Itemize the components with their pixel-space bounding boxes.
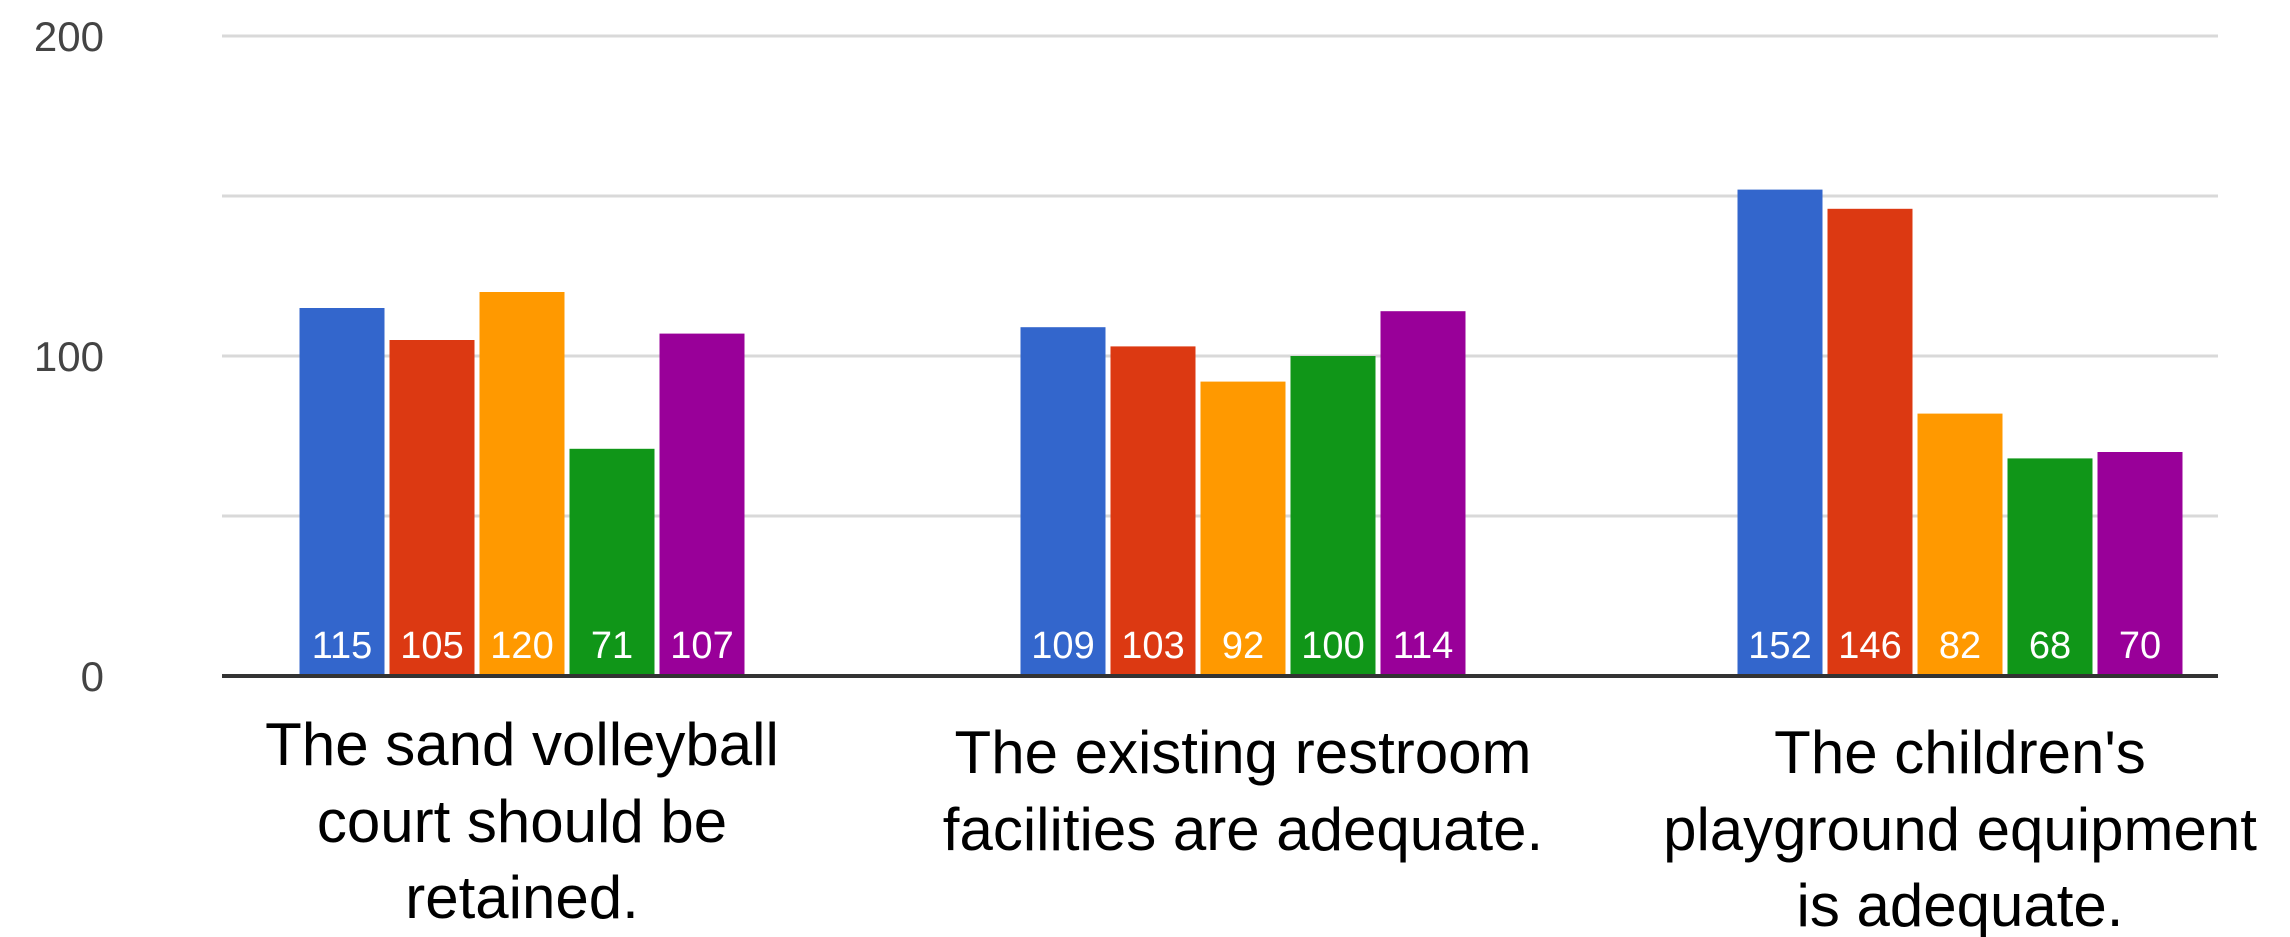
category-label: The sand volleyball: [265, 711, 779, 778]
bar: [569, 448, 655, 676]
bar-value-label: 109: [1031, 625, 1094, 667]
y-tick-label: 100: [34, 333, 104, 380]
bar: [1110, 346, 1196, 676]
category-label: The existing restroom: [955, 719, 1532, 786]
bar: [1290, 356, 1376, 676]
bar-value-label: 115: [312, 625, 373, 667]
y-tick-label: 200: [34, 13, 104, 60]
bar-value-label: 120: [490, 625, 553, 667]
category-label: The children's: [1774, 719, 2146, 786]
bar: [1737, 189, 1823, 676]
bar-value-label: 82: [1939, 625, 1981, 667]
bar-value-label: 114: [1393, 625, 1454, 667]
category-label: court should be: [317, 788, 727, 855]
bar: [1917, 413, 2003, 676]
bar: [1020, 327, 1106, 676]
bar: [1827, 208, 1913, 677]
category-labels: The sand volleyball court should be retain…: [265, 711, 2257, 937]
category-label: facilities are adequate.: [943, 796, 1543, 863]
bar-value-label: 92: [1222, 625, 1264, 667]
bar-value-label: 152: [1748, 625, 1811, 667]
category-label: is adequate.: [1797, 872, 2124, 937]
bar-value-label: 100: [1301, 625, 1364, 667]
y-tick-label: 0: [81, 653, 104, 700]
bar: [1380, 311, 1466, 676]
bar-value-label: 105: [400, 625, 463, 667]
bar-value-label: 146: [1838, 625, 1901, 667]
bar: [2007, 458, 2093, 676]
category-label: playground equipment: [1663, 796, 2257, 863]
bar: [1200, 381, 1286, 676]
bar-value-label: 68: [2029, 625, 2071, 667]
category-label: retained.: [405, 864, 639, 931]
bar: [389, 340, 475, 676]
bar: [479, 292, 565, 676]
bar: [659, 333, 745, 676]
bars: [299, 189, 2183, 677]
bar-value-label: 70: [2119, 625, 2161, 667]
bar-value-label: 71: [591, 625, 633, 667]
y-axis-ticks: 0 100 200: [34, 13, 104, 700]
bar: [2097, 452, 2183, 676]
bar-value-label: 107: [670, 625, 733, 667]
bar-value-label: 103: [1121, 625, 1184, 667]
bar: [299, 308, 385, 676]
data-labels: 115 105 120 71 107 109 103 92 100 114 152 146 82 68 70: [312, 625, 2161, 667]
